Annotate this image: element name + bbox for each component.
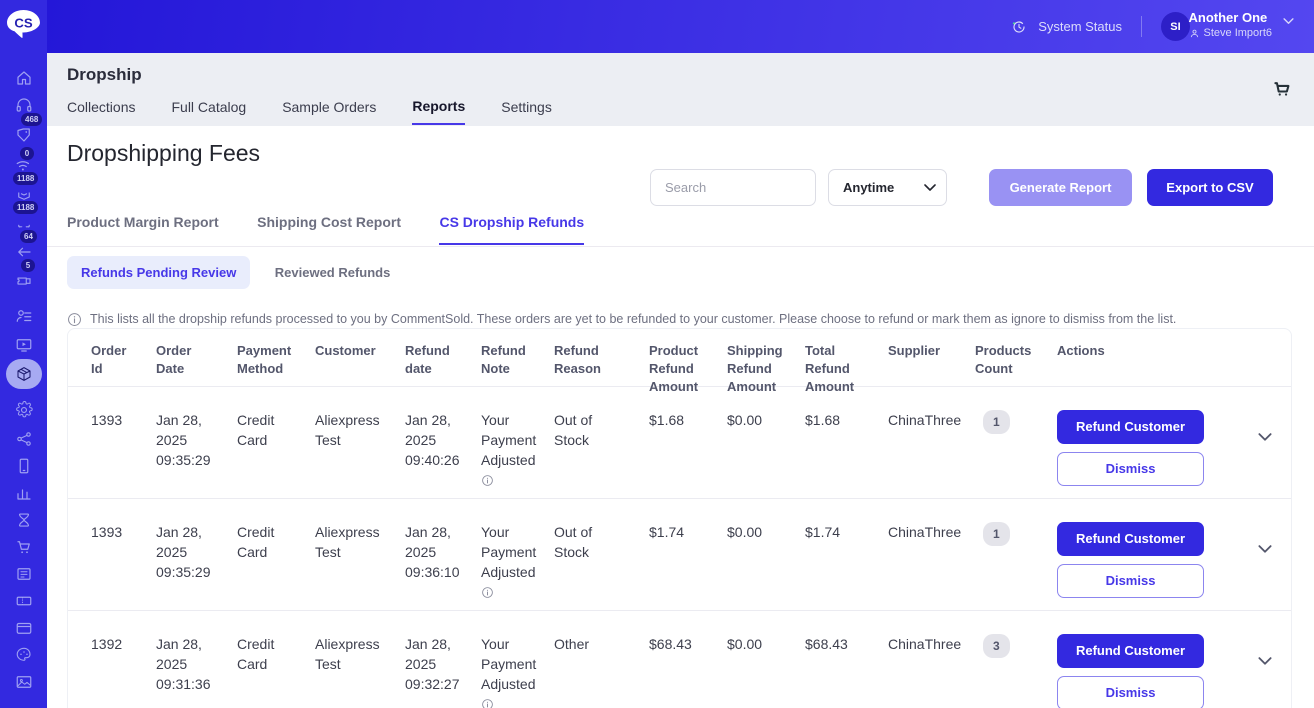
svg-text:CS: CS bbox=[14, 15, 33, 30]
